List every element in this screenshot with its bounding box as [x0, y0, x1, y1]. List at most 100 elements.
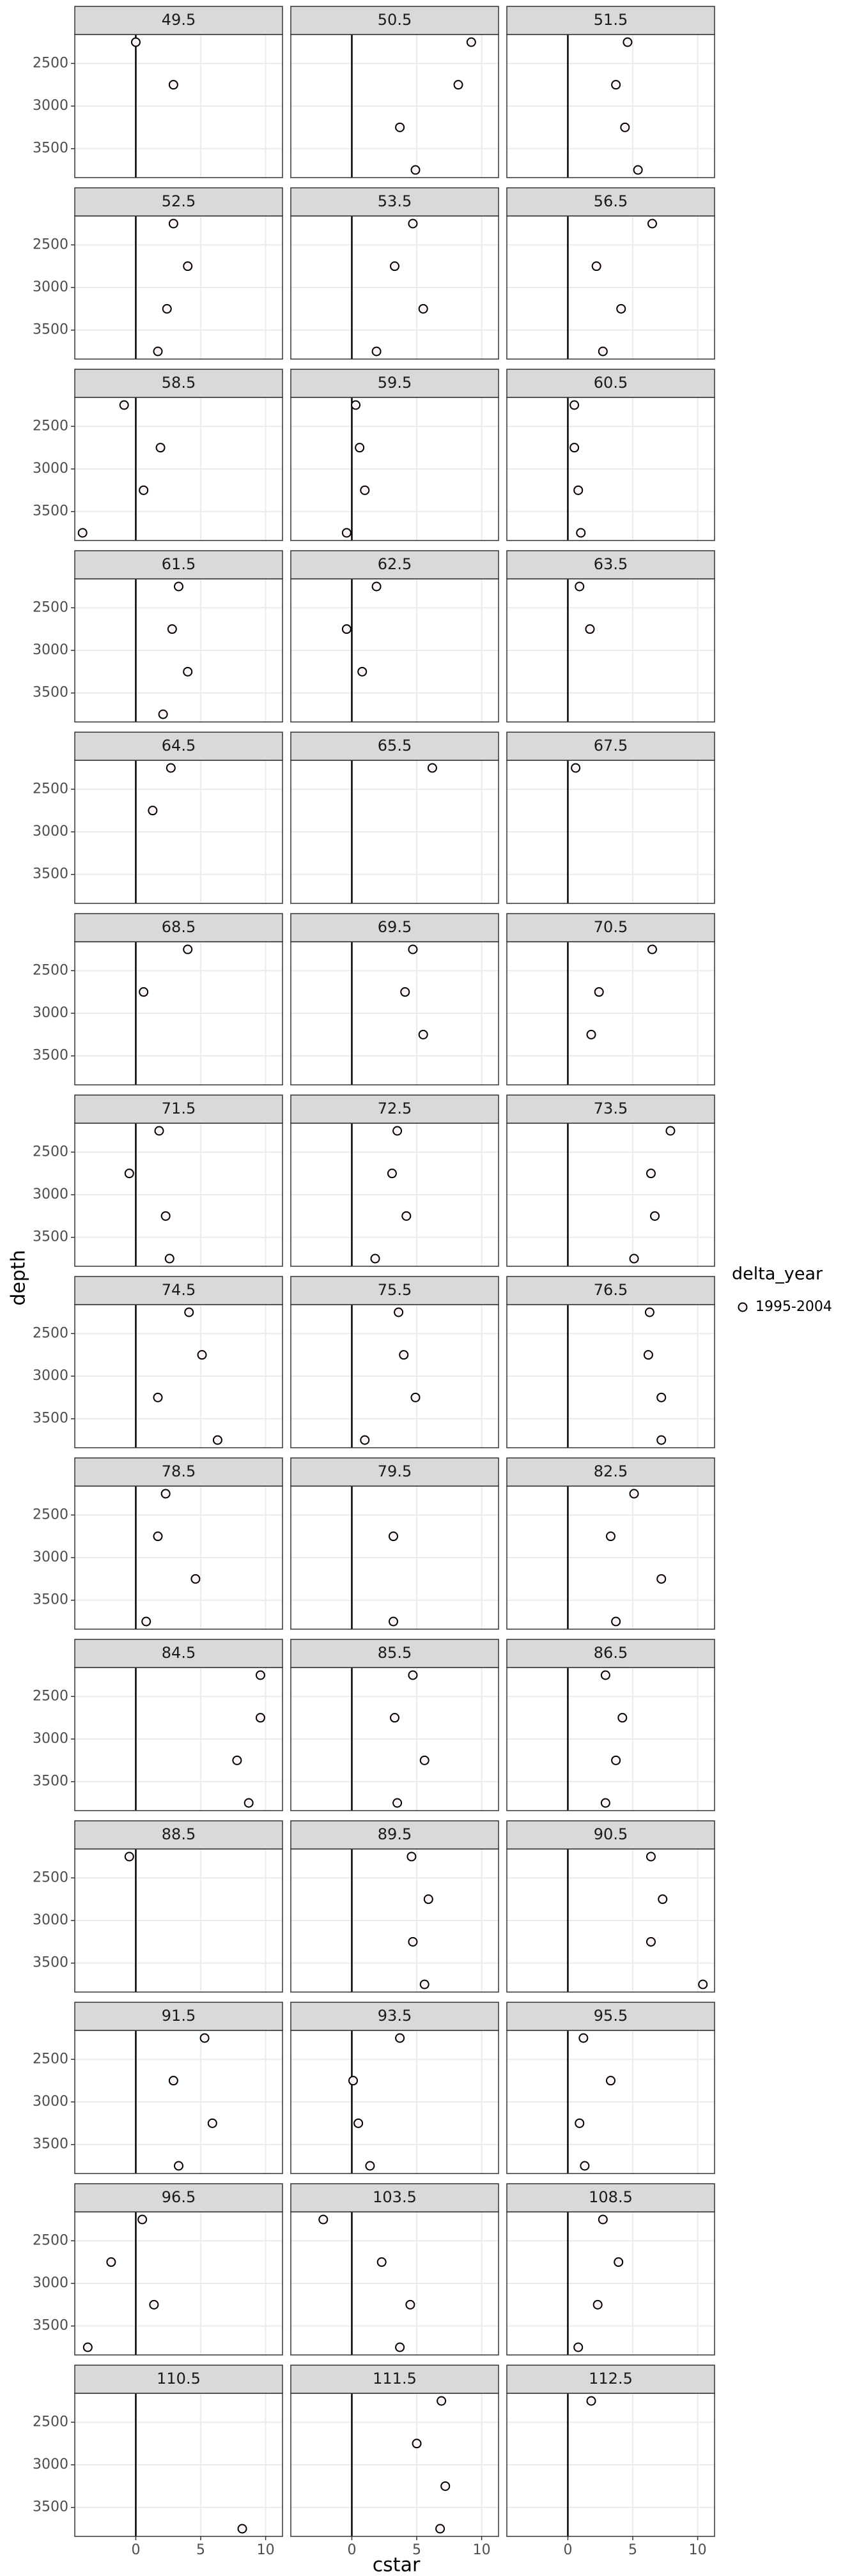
point — [658, 1894, 668, 1905]
y-tick-label: 3000 — [33, 824, 68, 839]
point — [418, 1029, 428, 1039]
point — [392, 1798, 403, 1808]
point — [255, 1713, 265, 1723]
point — [408, 218, 418, 229]
y-tick-label: 2500 — [33, 418, 68, 434]
point — [598, 2214, 608, 2225]
point — [569, 400, 580, 410]
point — [585, 624, 595, 634]
strip-label: 95.5 — [594, 2007, 628, 2025]
point — [183, 944, 193, 954]
y-tick-label: 2500 — [33, 1869, 68, 1885]
y-tick-label: 3500 — [33, 2499, 68, 2515]
point — [341, 528, 352, 538]
point — [586, 2396, 596, 2406]
y-tick-label: 3000 — [33, 2094, 68, 2110]
strip — [74, 6, 283, 35]
y-tick-label: 2500 — [33, 781, 68, 797]
strip-label: 61.5 — [162, 555, 196, 573]
y-tick-label: 3500 — [33, 322, 68, 338]
point — [184, 1307, 194, 1317]
strip-label: 69.5 — [378, 918, 412, 936]
point — [406, 1851, 417, 1862]
point — [394, 1307, 404, 1317]
strip — [74, 369, 283, 398]
strip-label: 73.5 — [594, 1100, 628, 1117]
y-tick-label: 2500 — [33, 2414, 68, 2430]
strip — [290, 2183, 499, 2212]
x-tick-label: 0 — [563, 2542, 572, 2558]
point — [190, 1574, 201, 1584]
point — [371, 346, 382, 356]
point — [160, 1489, 171, 1499]
strip-label: 108.5 — [589, 2188, 633, 2206]
point — [573, 485, 584, 495]
y-tick-label: 3500 — [33, 503, 68, 519]
y-tick-label: 2500 — [33, 1325, 68, 1341]
point — [606, 1531, 615, 1542]
y-tick-label: 2500 — [33, 2232, 68, 2248]
y-tick-label: 3500 — [33, 1229, 68, 1245]
strip-label: 50.5 — [378, 11, 412, 29]
point — [124, 1851, 134, 1862]
point — [351, 400, 361, 410]
x-axis-title: cstar — [373, 2554, 421, 2576]
point — [437, 2396, 447, 2406]
strip-label: 76.5 — [594, 1281, 628, 1299]
y-tick-label: 3500 — [33, 2318, 68, 2334]
strip-label: 90.5 — [594, 1825, 628, 1843]
point — [633, 165, 643, 175]
point — [611, 1616, 621, 1627]
point — [212, 1435, 222, 1445]
strip-label: 67.5 — [594, 737, 628, 755]
point — [629, 1489, 639, 1499]
legend-label: 1995-2004 — [755, 1299, 832, 1315]
point — [360, 485, 370, 495]
y-tick-label: 3000 — [33, 2457, 68, 2472]
point — [244, 1798, 254, 1808]
strip-label: 111.5 — [373, 2370, 417, 2388]
point — [183, 261, 193, 272]
x-tick-label: 10 — [473, 2542, 491, 2558]
strip — [290, 2365, 499, 2394]
point — [594, 987, 604, 997]
strip-label: 75.5 — [378, 1281, 412, 1299]
point — [569, 443, 580, 453]
point — [646, 1936, 656, 1947]
strip — [74, 550, 283, 579]
y-tick-label: 3000 — [33, 461, 68, 477]
x-tick-label: 5 — [196, 2542, 205, 2558]
point — [418, 303, 428, 314]
point — [408, 1670, 418, 1680]
y-tick-label: 3500 — [33, 685, 68, 701]
point — [419, 1979, 430, 1989]
point — [141, 1616, 151, 1627]
y-tick-label: 3000 — [33, 1549, 68, 1565]
y-tick-label: 2500 — [33, 236, 68, 252]
point — [580, 2161, 590, 2171]
point — [207, 2118, 217, 2128]
point — [620, 122, 630, 132]
point — [77, 528, 88, 538]
point — [573, 2342, 584, 2352]
point — [255, 1670, 265, 1680]
strip — [506, 369, 715, 398]
y-axis-title: depth — [8, 1250, 30, 1305]
strip-label: 68.5 — [162, 918, 196, 936]
point — [408, 1936, 418, 1947]
strip-label: 78.5 — [162, 1462, 196, 1480]
y-tick-label: 2500 — [33, 962, 68, 978]
point — [390, 1713, 399, 1723]
point — [575, 2118, 585, 2128]
strip-label: 91.5 — [162, 2007, 196, 2025]
strip-label: 60.5 — [594, 374, 628, 392]
strip — [74, 1820, 283, 1850]
strip — [74, 1276, 283, 1305]
y-tick-label: 3000 — [33, 1186, 68, 1202]
strip — [290, 1457, 499, 1487]
strip-label: 71.5 — [162, 1100, 196, 1117]
strip-label: 82.5 — [594, 1462, 628, 1480]
y-tick-label: 3500 — [33, 1774, 68, 1790]
point — [410, 165, 421, 175]
point — [571, 763, 581, 773]
